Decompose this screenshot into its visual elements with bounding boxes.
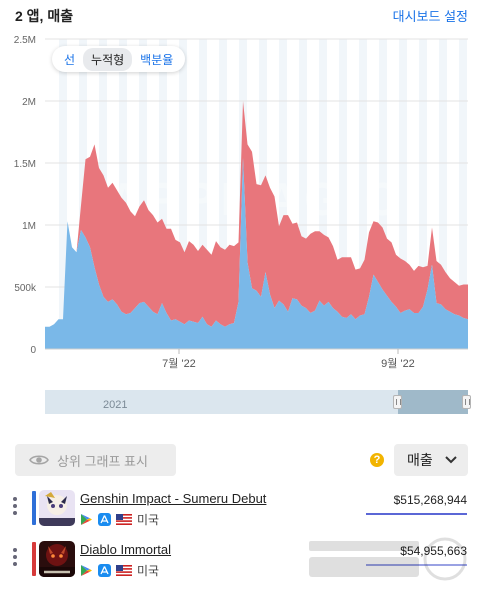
row-menu-icon[interactable] <box>12 548 18 570</box>
row-menu-icon[interactable] <box>12 497 18 519</box>
series-color-bar <box>32 542 36 576</box>
us-flag-icon <box>116 564 132 576</box>
app-store-icon <box>98 563 111 577</box>
x-tick-label: 9월 '22 <box>381 357 415 370</box>
x-tick-label: 7월 '22 <box>162 357 196 370</box>
mode-percent[interactable]: 백분율 <box>140 52 174 67</box>
y-tick-label: 2M <box>22 97 36 108</box>
app-store-icon <box>98 512 111 526</box>
app-country: 미국 <box>137 563 160 578</box>
app-meta: 미국 <box>80 563 160 578</box>
app-country: 미국 <box>137 512 160 527</box>
genshin-app-icon[interactable] <box>39 490 75 526</box>
us-flag-icon <box>116 513 132 525</box>
series-area-genshin <box>45 158 468 349</box>
app-name[interactable]: Diablo Immortal <box>80 542 172 557</box>
mode-line[interactable]: 선 <box>64 52 76 67</box>
navigator-year-label: 2021 <box>103 399 128 411</box>
help-icon[interactable]: ? <box>370 453 384 467</box>
show-top-graph-button[interactable]: 상위 그래프 표시 <box>15 444 176 476</box>
app-revenue-value: $515,268,944 <box>393 493 467 507</box>
navigator-right-handle[interactable] <box>462 395 471 409</box>
metric-select-value: 매출 <box>407 452 433 468</box>
show-top-graph-label: 상위 그래프 표시 <box>57 453 148 469</box>
y-tick-label: 1.5M <box>14 159 36 170</box>
navigator-window[interactable] <box>398 390 468 414</box>
y-tick-label: 1M <box>22 221 36 232</box>
chart-mode-toggle: 선 누적형 백분율 <box>52 46 186 72</box>
app-row-diablo: Diablo Immortal 미국 $54,955,663 <box>0 538 484 584</box>
app-revenue-bar <box>366 564 467 566</box>
y-tick-label: 0 <box>30 345 36 356</box>
metric-select[interactable]: 매출 <box>394 444 468 476</box>
series-area-diablo <box>45 101 468 327</box>
app-row-genshin: Genshin Impact - Sumeru Debut 미국 $515,26… <box>0 487 484 533</box>
diablo-app-icon[interactable] <box>39 541 75 577</box>
header: 2 앱, 매출 대시보드 설정 <box>0 0 484 30</box>
google-play-icon <box>81 513 92 525</box>
app-name[interactable]: Genshin Impact - Sumeru Debut <box>80 491 267 506</box>
app-revenue-value: $54,955,663 <box>400 544 467 558</box>
dashboard-settings-link[interactable]: 대시보드 설정 <box>392 9 468 24</box>
google-play-icon <box>81 564 92 576</box>
y-tick-label: 500k <box>14 283 37 294</box>
navigator-left-handle[interactable] <box>393 395 402 409</box>
chevron-down-icon <box>445 456 457 464</box>
series-color-bar <box>32 491 36 525</box>
eye-icon <box>29 455 49 465</box>
y-tick-label: 2.5M <box>14 35 36 46</box>
mode-stacked[interactable]: 누적형 <box>83 47 133 71</box>
page-title: 2 앱, 매출 <box>15 8 74 24</box>
app-meta: 미국 <box>80 512 160 527</box>
range-navigator[interactable]: 2021 <box>45 390 471 414</box>
app-revenue-bar <box>366 513 467 515</box>
appmagic-watermark-logo <box>309 537 467 581</box>
